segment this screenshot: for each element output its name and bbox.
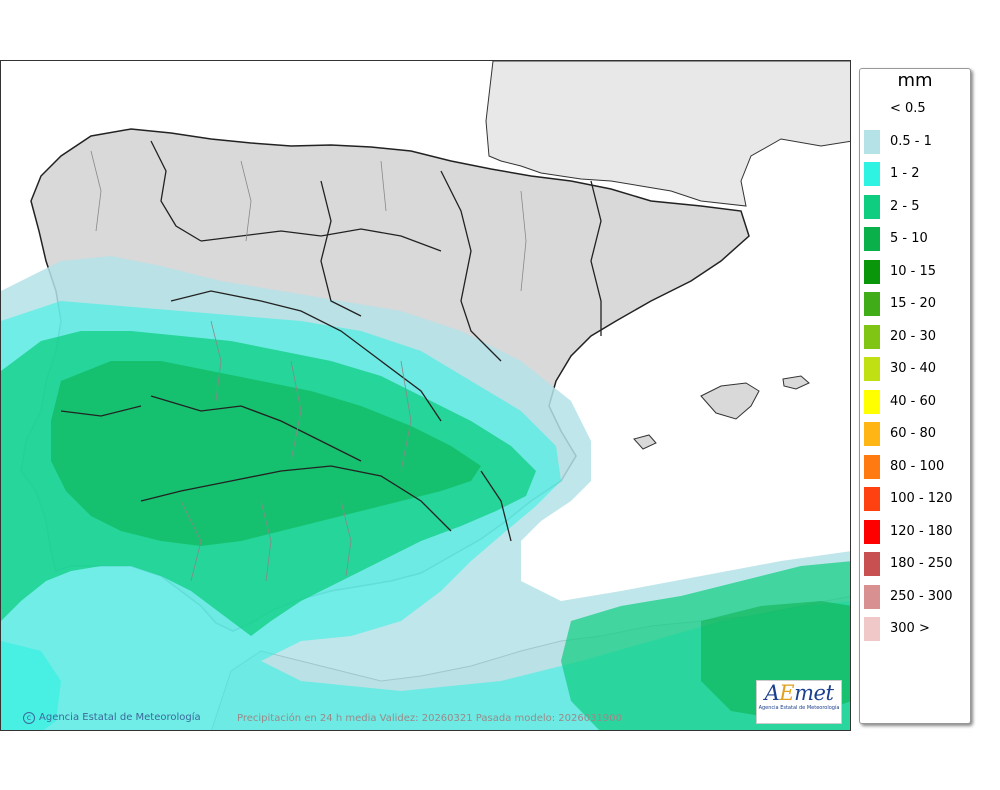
legend-label: 100 - 120 [890,491,953,506]
legend-swatch [864,422,880,446]
legend-label: 10 - 15 [890,263,937,279]
legend-swatch [864,129,880,154]
legend-label: 20 - 30 [890,328,937,344]
legend-unit: mm [897,70,933,91]
legend-label: 120 - 180 [890,523,953,539]
aemet-logo: AEmet Agencia Estatal de Meteorología [756,680,842,724]
legend-label: 80 - 100 [890,458,945,474]
validity-caption: Precipitación en 24 h media Validez: 202… [237,713,622,724]
france-landmass [485,61,850,207]
precipitation-legend: mm < 0.5 0.5 - 1 1 - 2 2 - 5 5 - 10 10 - 15 15… [859,68,971,724]
precipitation-map[interactable]: c Agencia Estatal de Meteorología Precipi… [0,60,851,731]
menorca [782,375,810,390]
mallorca [700,382,760,420]
legend-label: 15 - 20 [890,296,937,311]
legend-swatch [864,259,880,284]
legend-swatch [864,584,880,609]
legend-label: 1 - 2 [890,166,920,181]
legend-label: 180 - 250 [890,556,953,571]
legend-swatch [864,324,880,349]
legend-swatch [864,194,880,219]
map-canvas [1,61,850,730]
legend-label: 40 - 60 [890,393,937,409]
legend-swatch [864,97,880,121]
province-borders [90,150,527,582]
agency-credit: c Agencia Estatal de Meteorología [23,712,201,724]
legend-label: 0.5 - 1 [890,133,932,149]
legend-swatch [864,454,880,479]
legend-label: 60 - 80 [890,426,937,441]
agency-credit-text: Agencia Estatal de Meteorología [39,712,201,723]
aemet-logo-subtitle: Agencia Estatal de Meteorología [758,705,840,711]
legend-swatch [864,487,880,511]
legend-swatch [864,617,880,641]
region-borders [60,140,602,542]
legend-label: 300 > [890,621,930,636]
legend-swatch [864,357,880,381]
legend-swatch [864,552,880,576]
legend-label: 5 - 10 [890,231,928,246]
copyright-icon: c [23,712,35,724]
legend-label: 2 - 5 [890,198,920,214]
legend-label: 30 - 40 [890,361,937,376]
legend-label: 250 - 300 [890,588,953,604]
legend-swatch [864,227,880,251]
precip-5-10 [51,361,481,546]
precip-1-2-atlantic [1,641,61,730]
aemet-logo-word: AEmet [764,681,834,705]
ibiza [633,434,657,450]
legend-label: < 0.5 [890,101,926,116]
legend-swatch [864,292,880,316]
legend-swatch [864,162,880,186]
legend-swatch [864,519,880,544]
legend-swatch [864,389,880,414]
